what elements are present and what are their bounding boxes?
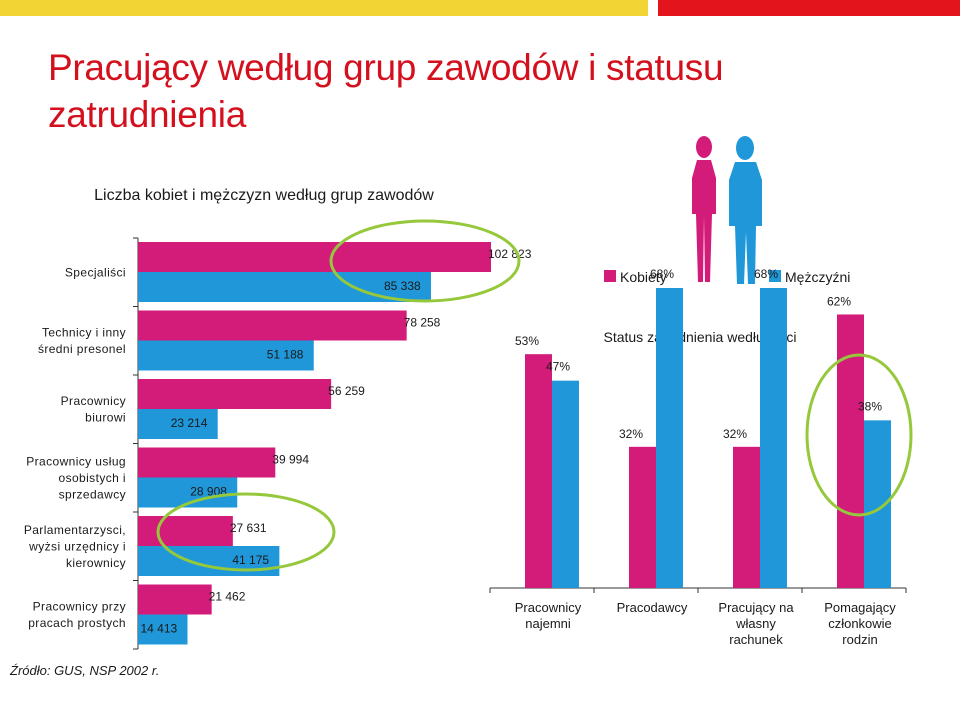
vbar-men xyxy=(552,380,579,588)
highlight-ellipse-managers xyxy=(156,492,336,572)
data-label-women: 56 259 xyxy=(328,384,365,398)
vdata-label-women: 62% xyxy=(827,294,851,308)
woman-body xyxy=(692,160,716,282)
vdata-label-men: 68% xyxy=(754,267,778,281)
woman-head xyxy=(696,136,712,158)
status-category-label: Pracujący na xyxy=(718,600,794,615)
vdata-label-women: 53% xyxy=(515,334,539,348)
vbar-women xyxy=(629,446,656,588)
data-label-men: 85 338 xyxy=(384,279,421,293)
vdata-label-men: 68% xyxy=(650,267,674,281)
status-category-label: członkowie xyxy=(828,616,892,631)
vbar-women xyxy=(733,446,760,588)
source-note: Źródło: GUS, NSP 2002 r. xyxy=(10,663,160,678)
category-label: Pracownicy przy xyxy=(33,600,126,614)
vbar-men xyxy=(656,288,683,588)
category-label: Specjaliści xyxy=(65,265,126,279)
left-chart-title: Liczba kobiet i mężczyzn według grup zaw… xyxy=(94,187,434,204)
vdata-label-men: 38% xyxy=(858,399,882,413)
data-label-men: 14 413 xyxy=(140,622,177,636)
data-label-men: 23 214 xyxy=(171,416,208,430)
data-label-men: 41 175 xyxy=(232,553,269,567)
data-label-women: 27 631 xyxy=(230,521,267,535)
category-label: osobistych i xyxy=(59,471,127,485)
right-chart-title: Status zatrudnienia według płci xyxy=(603,329,796,345)
status-category-label: Pracownicy xyxy=(515,600,582,615)
man-body xyxy=(729,162,762,284)
bar-women xyxy=(138,447,276,478)
legend-swatch-women xyxy=(604,270,616,282)
bar-women xyxy=(138,310,407,341)
highlight-ellipse-family-helpers xyxy=(805,353,913,517)
category-label: kierownicy xyxy=(66,556,126,570)
legend-label-men: Mężczyźni xyxy=(785,269,850,285)
bar-women xyxy=(138,242,491,272)
category-label: Parlamentarzysci, xyxy=(24,523,126,537)
category-label: sprzedawcy xyxy=(59,487,126,501)
data-label-women: 102 823 xyxy=(488,247,532,261)
vbar-women xyxy=(525,354,552,588)
bar-men xyxy=(138,614,188,645)
legend-swatch-men xyxy=(769,270,781,282)
status-category-label: własny xyxy=(735,616,776,631)
category-label: Pracownicy usług xyxy=(26,454,126,468)
man-silhouette-icon xyxy=(729,136,762,284)
category-label: średni presonel xyxy=(38,342,126,356)
bar-women xyxy=(138,379,332,409)
vdata-label-women: 32% xyxy=(619,427,643,441)
status-category-label: najemni xyxy=(525,616,571,631)
data-label-women: 78 258 xyxy=(404,316,441,330)
highlight-ellipse-specialists xyxy=(329,219,521,303)
status-category-label: Pracodawcy xyxy=(617,600,688,615)
category-label: Technicy i inny xyxy=(42,326,126,340)
legend-label-women: Kobiety xyxy=(620,269,667,285)
data-label-men: 51 188 xyxy=(267,348,304,362)
top-accent-bar-yellow xyxy=(0,0,648,16)
category-label: biurowi xyxy=(85,411,126,425)
category-label: pracach prostych xyxy=(28,616,126,630)
vdata-label-men: 47% xyxy=(546,360,570,374)
bar-men xyxy=(138,340,314,371)
vbar-men xyxy=(760,288,787,588)
status-category-label: rodzin xyxy=(842,632,877,647)
bar-women xyxy=(138,584,212,615)
man-head xyxy=(736,136,754,160)
data-label-women: 39 994 xyxy=(272,453,309,467)
data-label-women: 21 462 xyxy=(209,590,246,604)
category-label: wyżsi urzędnicy i xyxy=(28,539,126,553)
woman-silhouette-icon xyxy=(692,136,716,282)
status-category-label: Pomagający xyxy=(824,600,896,615)
bar-women xyxy=(138,516,233,546)
status-category-label: rachunek xyxy=(729,632,783,647)
bar-men xyxy=(138,409,218,439)
top-accent-bar-red xyxy=(658,0,960,16)
vdata-label-women: 32% xyxy=(723,427,747,441)
category-label: Pracownicy xyxy=(61,394,126,408)
page-title: Pracujący według grup zawodów i statusu … xyxy=(48,47,724,135)
